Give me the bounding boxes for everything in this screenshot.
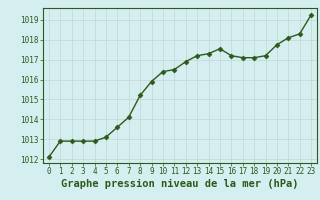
X-axis label: Graphe pression niveau de la mer (hPa): Graphe pression niveau de la mer (hPa) [61,179,299,189]
